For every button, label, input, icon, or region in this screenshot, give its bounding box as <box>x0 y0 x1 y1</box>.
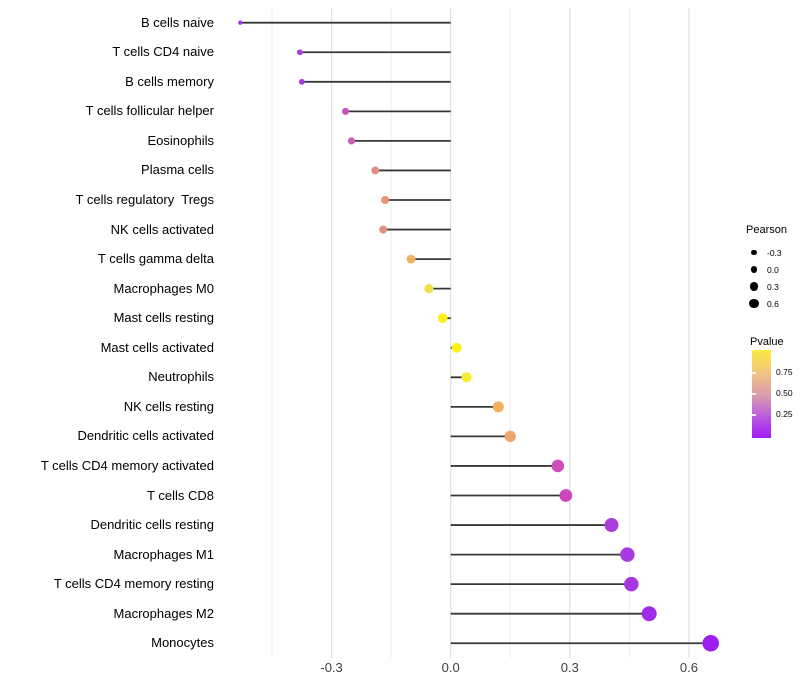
x-tick-label: 0.0 <box>442 660 460 675</box>
data-point <box>559 489 573 502</box>
data-point <box>504 430 516 443</box>
data-point <box>551 459 565 473</box>
size-legend-entry-label: 0.3 <box>767 281 779 292</box>
size-legend-dot-icon <box>749 282 759 291</box>
y-axis-label: T cells CD8 <box>147 487 214 503</box>
y-axis-label: Macrophages M0 <box>113 280 214 296</box>
data-point <box>620 547 635 562</box>
gradient-tick-mark <box>752 372 756 374</box>
size-legend-dot-icon <box>750 266 758 273</box>
y-axis-label: Dendritic cells resting <box>90 517 214 533</box>
size-legend-entry-label: 0.6 <box>767 298 779 309</box>
data-point <box>347 137 356 145</box>
data-point <box>424 284 434 294</box>
gradient-tick-label: 0.50 <box>776 387 793 398</box>
y-axis-label: Dendritic cells activated <box>77 428 214 444</box>
data-point <box>381 195 390 205</box>
y-axis-label: T cells follicular helper <box>85 103 214 119</box>
data-point <box>451 342 462 353</box>
y-axis-label: Macrophages M2 <box>113 605 214 621</box>
y-axis-label: Mast cells activated <box>100 339 214 355</box>
gradient-tick-label: 0.25 <box>776 408 793 419</box>
y-axis-label: T cells gamma delta <box>97 251 214 267</box>
size-legend-dot-cell <box>746 266 762 273</box>
data-point <box>604 518 619 533</box>
y-axis-label: T cells regulatory Tregs <box>75 192 214 207</box>
data-point <box>371 166 380 175</box>
size-legend-entry: 0.3 <box>746 278 800 295</box>
data-point <box>461 372 472 383</box>
size-legend-entry-label: -0.3 <box>767 247 782 258</box>
y-axis-label: B cells memory <box>125 73 214 89</box>
size-legend-entry: -0.3 <box>746 244 800 261</box>
data-point <box>341 107 350 115</box>
size-legend-dot-icon <box>749 298 759 309</box>
pearson-size-legend: Pearson -0.3 0.0 0.3 0.6 <box>746 224 800 312</box>
data-point <box>641 606 657 622</box>
x-tick-label: -0.3 <box>320 660 342 675</box>
y-axis-label: Plasma cells <box>141 162 214 178</box>
x-tick-label: 0.6 <box>680 660 698 675</box>
y-axis-label: T cells CD4 memory activated <box>40 457 214 473</box>
color-legend-title: Pvalue <box>750 336 784 348</box>
data-point <box>624 576 639 592</box>
y-axis-label: Neutrophils <box>148 369 214 385</box>
gradient-tick-mark <box>752 393 756 395</box>
y-axis-label: T cells CD4 naive <box>112 44 214 60</box>
y-axis-label: Macrophages M1 <box>113 546 214 562</box>
size-legend-entry: 0.0 <box>746 261 800 278</box>
size-legend-entry-label: 0.0 <box>767 264 779 275</box>
data-point <box>238 20 243 25</box>
data-point <box>298 78 305 85</box>
gradient-tick-label: 0.75 <box>776 366 793 377</box>
size-legend-dot-cell <box>746 282 762 291</box>
data-point <box>406 254 416 264</box>
size-legend-dot-cell <box>746 298 762 309</box>
gradient-tick-mark <box>752 414 756 416</box>
y-axis-label: Monocytes <box>151 635 214 651</box>
size-legend-entries: -0.3 0.0 0.3 0.6 <box>746 244 800 312</box>
y-axis-label: T cells CD4 memory resting <box>53 576 214 592</box>
pvalue-gradient-bar <box>752 350 771 438</box>
data-point <box>492 401 504 413</box>
size-legend-entry: 0.6 <box>746 295 800 312</box>
y-axis-label: NK cells resting <box>123 398 214 414</box>
data-point <box>437 313 448 324</box>
size-legend-title: Pearson <box>746 224 787 236</box>
data-point <box>296 49 303 56</box>
data-point <box>702 634 720 652</box>
y-axis-label: B cells naive <box>141 14 214 30</box>
y-axis-label: NK cells activated <box>110 221 214 237</box>
y-axis-label: Eosinophils <box>147 132 215 148</box>
x-tick-label: 0.3 <box>561 660 579 675</box>
data-point <box>379 225 388 234</box>
y-axis-label: Mast cells resting <box>113 310 214 326</box>
size-legend-dot-cell <box>746 249 762 256</box>
size-legend-dot-icon <box>751 249 757 256</box>
